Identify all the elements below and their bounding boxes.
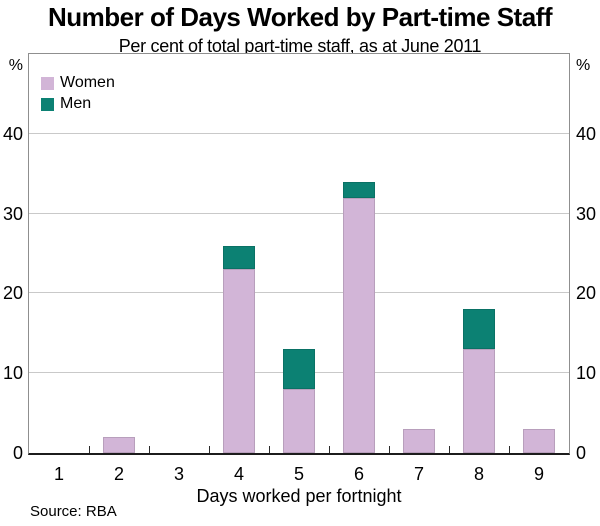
chart-subtitle: Per cent of total part-time staff, as at… (118, 36, 482, 56)
gridline-40 (29, 132, 569, 134)
x-axis-tick-8 (508, 446, 510, 453)
ytick-right-0: 0 (576, 443, 587, 463)
bar-women-day-9 (523, 429, 555, 453)
legend-item-men: Men (41, 96, 115, 112)
bar-women-day-7 (403, 429, 435, 453)
bar-men-day-5 (283, 349, 315, 390)
ytick-left-20: 20 (2, 283, 23, 304)
gridline-30 (29, 212, 569, 214)
bar-women-day-5 (283, 389, 315, 453)
x-axis-tick-6 (388, 446, 390, 453)
men-swatch (41, 97, 54, 111)
ytick-right-40: 40 (576, 123, 597, 144)
x-axis-tick-7 (448, 446, 450, 453)
x-axis-tick-3 (208, 446, 210, 453)
legend-label-men: Men (60, 95, 92, 112)
ytick-right-10: 10 (576, 363, 597, 384)
plot-area: Women Men (28, 53, 570, 455)
bar-men-day-4 (223, 245, 255, 270)
source-note: Source: RBA (30, 503, 117, 520)
ytick-left-30: 30 (2, 203, 23, 224)
x-axis-tick-1 (88, 446, 90, 453)
bar-women-day-6 (343, 197, 375, 453)
x-tick-label-1: 1 (53, 464, 65, 484)
x-axis-tick-4 (268, 446, 270, 453)
legend-label-women: Women (60, 74, 115, 91)
x-tick-label-2: 2 (113, 464, 125, 484)
x-tick-label-6: 6 (353, 464, 365, 484)
x-axis-tick-2 (148, 446, 150, 453)
x-tick-label-4: 4 (233, 464, 245, 484)
bar-women-day-4 (223, 269, 255, 453)
gridline-20 (29, 292, 569, 294)
y-axis-unit-right: % (576, 57, 591, 74)
x-tick-label-5: 5 (293, 464, 305, 484)
ytick-right-30: 30 (576, 203, 597, 224)
bar-men-day-8 (463, 309, 495, 350)
ytick-left-0: 0 (12, 443, 23, 463)
chart-title: Number of Days Worked by Part-time Staff (48, 2, 552, 32)
y-axis-unit-left: % (8, 57, 23, 74)
ytick-right-20: 20 (576, 283, 597, 304)
x-tick-label-3: 3 (173, 464, 185, 484)
bar-women-day-2 (103, 437, 135, 453)
bar-men-day-6 (343, 181, 375, 198)
bar-women-day-8 (463, 349, 495, 453)
x-tick-label-9: 9 (533, 464, 545, 484)
women-swatch (41, 76, 54, 90)
x-axis-title: Days worked per fortnight (196, 486, 402, 506)
x-tick-label-8: 8 (473, 464, 485, 484)
legend-item-women: Women (41, 75, 115, 91)
legend: Women Men (41, 75, 115, 117)
ytick-left-40: 40 (2, 123, 23, 144)
x-axis-tick-5 (328, 446, 330, 453)
ytick-left-10: 10 (2, 363, 23, 384)
x-tick-label-7: 7 (413, 464, 425, 484)
